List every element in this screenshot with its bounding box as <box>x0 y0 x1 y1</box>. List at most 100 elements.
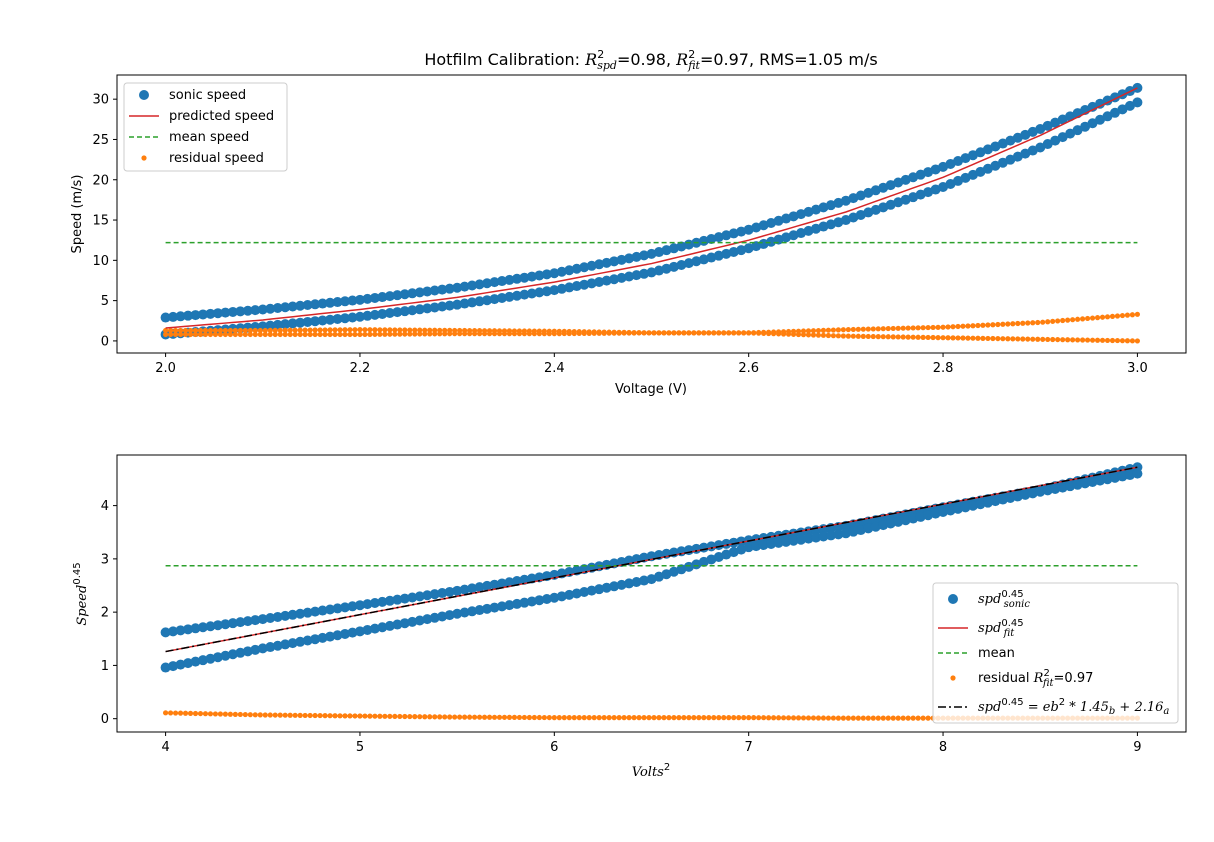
top-sonic-point <box>437 301 448 312</box>
bottom-residual-point <box>347 713 353 719</box>
top-residual-point <box>312 327 318 333</box>
top-residual-point <box>347 331 353 338</box>
bottom-residual-point <box>277 712 283 718</box>
top-residual-point <box>382 327 388 333</box>
bottom-residual-point <box>696 715 702 721</box>
top-sonic-point <box>422 303 433 314</box>
bottom-residual-point <box>227 711 233 717</box>
top-residual-point <box>905 334 911 340</box>
top-residual-point <box>865 333 871 340</box>
bottom-y-tick-label: 3 <box>101 552 109 567</box>
bottom-sonic-point <box>997 494 1008 505</box>
bottom-legend-box <box>932 582 1179 724</box>
bottom-sonic-point <box>332 630 343 641</box>
bottom-residual-point <box>407 713 413 720</box>
bottom-residual-point <box>915 715 921 721</box>
bottom-residual-point <box>701 715 707 721</box>
bottom-sonic-point <box>1005 492 1016 503</box>
top-y-tick-label: 15 <box>92 214 109 229</box>
bottom-legend-label-residual: residual R2 fit=0.97 <box>978 668 1093 689</box>
bottom-residual-point <box>252 712 258 718</box>
top-residual-point <box>1099 337 1106 343</box>
bottom-legend-label-sonic: spd0.45 sonic <box>978 589 1030 610</box>
top-sonic-point <box>160 312 171 323</box>
top-residual-point <box>691 330 697 336</box>
top-sonic-point <box>347 295 358 306</box>
top-residual-point <box>631 330 637 336</box>
bottom-sonic-point <box>1065 481 1076 492</box>
bottom-residual-point <box>262 712 268 718</box>
top-sonic-point <box>280 302 291 313</box>
top-sonic-point <box>1109 107 1120 118</box>
bottom-legend-label-fit: spd0.45 fit <box>978 618 1024 639</box>
top-sonic-point <box>205 308 216 319</box>
top-sonic-point <box>586 260 597 271</box>
bottom-equation-line <box>165 466 1138 653</box>
bottom-sonic-point <box>1057 482 1068 493</box>
bottom-sonic-point <box>496 578 507 589</box>
top-residual-point <box>392 331 398 337</box>
top-residual-point <box>771 331 777 337</box>
bottom-sonic-point <box>1124 470 1135 481</box>
top-residual-point <box>1114 337 1121 344</box>
top-residual-point <box>1060 337 1066 343</box>
top-residual-point <box>362 327 368 333</box>
bottom-sonic-point <box>728 537 739 548</box>
top-residual-point <box>1134 338 1141 344</box>
top-sonic-point <box>197 309 208 320</box>
top-residual-point <box>352 327 358 333</box>
top-sonic-point <box>496 292 507 303</box>
top-y-axis-ticks: 0 5 10 15 20 25 30 <box>92 93 117 349</box>
top-residual-point <box>277 331 283 338</box>
bottom-residual-point <box>526 714 532 721</box>
top-chart: Hotfilm Calibration: R2 spd=0.98, R2 fit=0… <box>70 48 1187 397</box>
top-y-axis-label: Speed (m/s) <box>70 175 85 254</box>
top-sonic-point <box>564 265 575 276</box>
top-sonic-point <box>698 254 709 265</box>
top-x-axis-ticks: 2.0 2.2 2.4 2.6 2.8 3.0 <box>155 353 1148 376</box>
top-sonic-point <box>175 311 186 322</box>
top-residual-point <box>566 330 572 337</box>
top-sonic-point <box>272 319 283 330</box>
top-sonic-point <box>287 318 298 329</box>
bottom-sonic-point <box>452 608 463 619</box>
bottom-residual-point <box>312 712 318 719</box>
top-residual-point <box>980 322 986 328</box>
bottom-sonic-point <box>758 540 769 551</box>
top-sonic-point <box>1102 111 1113 122</box>
top-sonic-point <box>354 311 365 322</box>
bottom-sonic-point <box>624 578 635 589</box>
top-residual-point <box>237 331 243 338</box>
top-residual-point <box>810 332 817 338</box>
bottom-y-axis-label: Speed0.45 <box>72 562 90 625</box>
bottom-sonic-point <box>280 639 291 650</box>
bottom-sonic-point <box>796 534 807 545</box>
bottom-sonic-point <box>893 516 904 527</box>
top-residual-point <box>990 322 996 328</box>
bottom-sonic-point <box>414 615 425 626</box>
top-sonic-point <box>579 262 590 273</box>
top-residual-point <box>407 331 413 337</box>
bottom-residual-point <box>905 715 911 721</box>
top-sonic-point <box>594 259 605 270</box>
top-residual-point <box>531 331 537 337</box>
bottom-sonic-point <box>175 659 186 670</box>
top-residual-point <box>437 331 443 337</box>
bottom-sonic-point <box>982 497 993 508</box>
top-sonic-point <box>489 294 500 305</box>
bottom-residual-point <box>885 715 891 721</box>
bottom-sonic-point <box>429 589 440 600</box>
bottom-sonic-point <box>781 536 792 547</box>
top-residual-point <box>1114 313 1121 319</box>
bottom-residual-point <box>711 715 717 721</box>
bottom-residual-point <box>601 715 607 721</box>
top-residual-point <box>920 325 926 331</box>
bottom-residual-point <box>805 715 812 721</box>
top-residual-point <box>1075 316 1081 322</box>
top-sonic-point <box>601 257 612 268</box>
bottom-residual-point <box>581 715 587 721</box>
top-residual-point <box>282 331 288 338</box>
bottom-sonic-point <box>257 643 268 654</box>
bottom-residual-point <box>751 715 757 721</box>
top-sonic-point <box>407 288 418 299</box>
